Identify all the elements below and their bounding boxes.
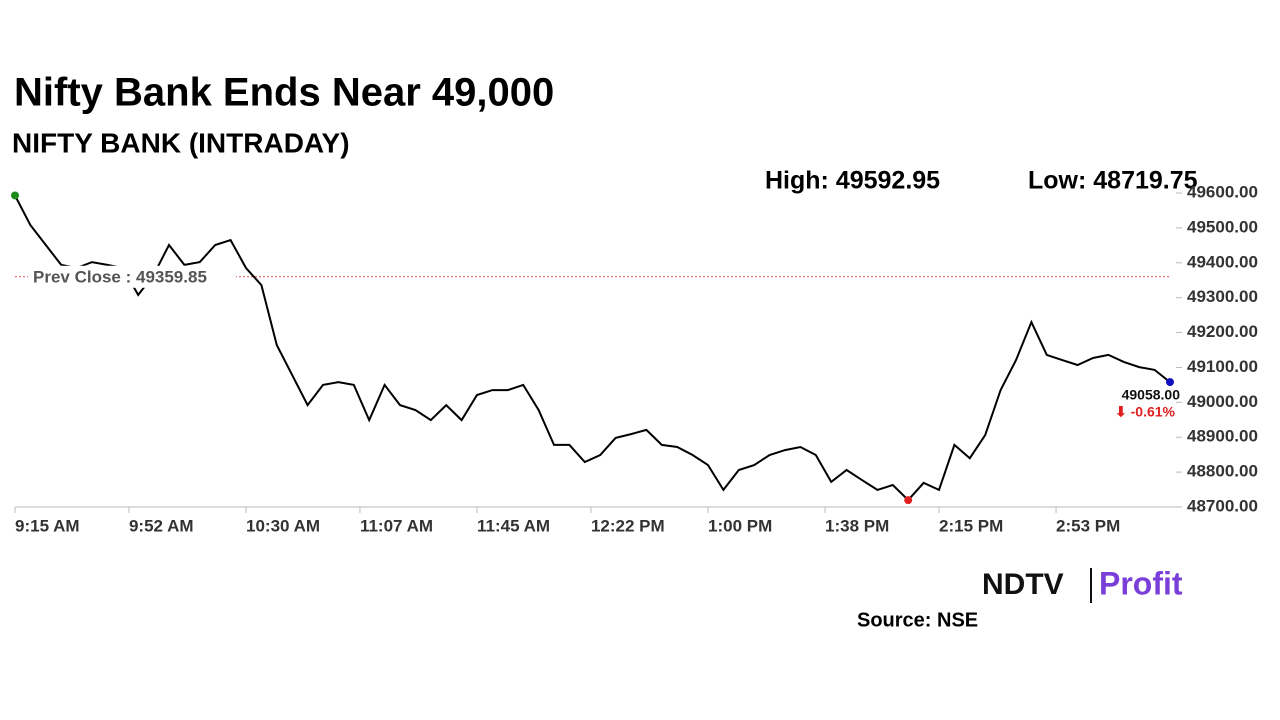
- y-tick-label: 49400.00: [1187, 252, 1258, 271]
- y-tick-label: 49000.00: [1187, 392, 1258, 411]
- y-tick-label: 49500.00: [1187, 217, 1258, 236]
- brand-ndtv: NDTV: [982, 568, 1064, 601]
- y-tick-label: 48700.00: [1187, 496, 1258, 515]
- change-label: ⬇ -0.61%: [1115, 404, 1176, 420]
- brand-profit: Profit: [1099, 565, 1183, 601]
- prev-close-label: Prev Close : 49359.85: [33, 267, 207, 286]
- source: Source: NSE: [857, 609, 978, 631]
- low-dot: [904, 496, 913, 505]
- x-tick-label: 11:07 AM: [360, 516, 433, 535]
- x-tick-label: 9:52 AM: [129, 516, 194, 535]
- chart-subtitle: NIFTY BANK (INTRADAY): [12, 127, 350, 158]
- y-tick-label: 49600.00: [1187, 182, 1258, 201]
- x-tick-label: 1:38 PM: [825, 516, 889, 535]
- y-tick-label: 49200.00: [1187, 322, 1258, 341]
- x-tick-label: 10:30 AM: [246, 516, 320, 535]
- last-price-label: 49058.00: [1122, 387, 1181, 403]
- high-dot: [11, 191, 19, 200]
- x-tick-label: 2:53 PM: [1056, 516, 1120, 535]
- high-label: High: 49592.95: [765, 167, 940, 195]
- y-tick-label: 48900.00: [1187, 427, 1258, 446]
- y-tick-label: 48800.00: [1187, 462, 1258, 481]
- chart-title: Nifty Bank Ends Near 49,000: [14, 71, 554, 115]
- x-tick-label: 1:00 PM: [708, 516, 772, 535]
- x-tick-label: 12:22 PM: [591, 516, 665, 535]
- x-tick-label: 11:45 AM: [477, 516, 550, 535]
- y-tick-label: 49100.00: [1187, 357, 1258, 376]
- low-label: Low: 48719.75: [1028, 167, 1198, 195]
- price-line: [14, 195, 1171, 502]
- prev-close-bg: [28, 265, 236, 288]
- last-dot: [1166, 378, 1174, 387]
- x-tick-label: 2:15 PM: [939, 516, 1003, 535]
- x-tick-label: 9:15 AM: [15, 516, 80, 535]
- y-tick-label: 49300.00: [1187, 287, 1258, 306]
